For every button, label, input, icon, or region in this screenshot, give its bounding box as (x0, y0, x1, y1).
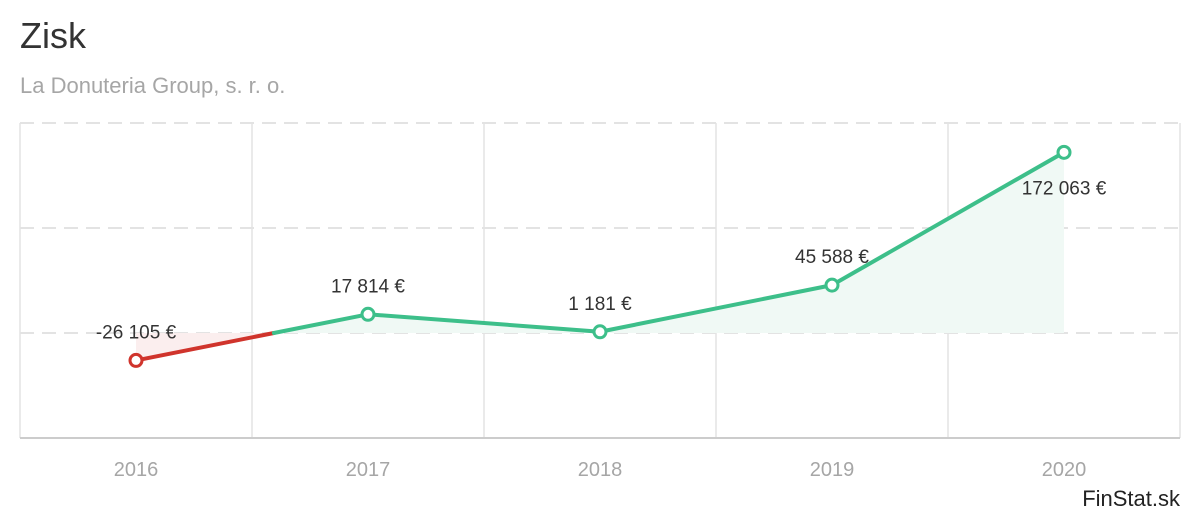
x-axis: 2016 2017 2018 2019 2020 (114, 459, 1087, 481)
data-labels: -26 105 € 17 814 € 1 181 € 45 588 € 172 063 … (96, 178, 1107, 343)
x-tick-label-2019: 2019 (810, 459, 855, 481)
x-tick-label-2018: 2018 (578, 459, 623, 481)
data-label-2019: 45 588 € (795, 247, 869, 268)
line-segment-positive (830, 150, 1066, 288)
data-label-2020: 172 063 € (1022, 178, 1107, 199)
data-label-2016: -26 105 € (96, 322, 177, 343)
area-positive (832, 152, 1064, 333)
data-point-2019 (824, 277, 840, 293)
data-point-2017 (360, 306, 376, 322)
data-label-2017: 17 814 € (331, 276, 405, 297)
line-segment-positive (366, 312, 602, 334)
series-points (128, 144, 1072, 368)
data-label-2018: 1 181 € (568, 294, 632, 315)
x-tick-label-2017: 2017 (346, 459, 391, 481)
data-point-2016 (128, 352, 144, 368)
x-tick-label-2020: 2020 (1042, 459, 1087, 481)
line-segment-negative (134, 331, 276, 363)
series-line (134, 150, 1066, 363)
chart-title: Zisk (20, 15, 86, 56)
x-tick-label-2016: 2016 (114, 459, 159, 481)
data-point-2020 (1056, 144, 1072, 160)
chart-subtitle: La Donuteria Group, s. r. o. (20, 73, 286, 98)
finstat-credit[interactable]: FinStat.sk (1082, 486, 1180, 511)
line-segment-positive (271, 312, 370, 335)
line-segment-positive (598, 283, 834, 334)
data-point-2018 (592, 324, 608, 340)
